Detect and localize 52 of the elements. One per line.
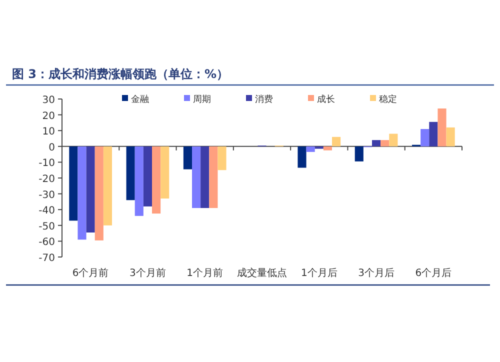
- bar: [332, 136, 341, 146]
- y-tick-label: 20: [42, 110, 55, 122]
- x-tick-label: 成交量低点: [237, 267, 287, 279]
- bar: [380, 140, 390, 146]
- x-tick-label: 3个月前: [130, 267, 166, 279]
- bar: [103, 146, 112, 226]
- bar: [354, 146, 364, 162]
- y-tick-label: -70: [38, 253, 55, 264]
- y-tick-label: -60: [38, 237, 55, 248]
- x-tick-label: 1个月后: [300, 267, 338, 279]
- bar: [438, 108, 446, 146]
- y-tick-label: -30: [38, 190, 55, 201]
- y-tick-label: -10: [38, 158, 55, 170]
- bar: [183, 146, 192, 170]
- y-tick-label: 30: [42, 95, 55, 106]
- y-tick-label: -20: [38, 174, 55, 185]
- bar: [323, 146, 332, 150]
- bar: [372, 140, 381, 146]
- bar: [298, 146, 306, 168]
- bar: [94, 146, 104, 240]
- bar: [134, 146, 144, 216]
- x-tick-label: 3个月后: [358, 267, 394, 279]
- x-tick-label: 6个月后: [415, 267, 452, 279]
- legend-label: 成长: [317, 94, 335, 105]
- bar: [69, 146, 78, 221]
- bar: [420, 129, 430, 146]
- legend-label: 稳定: [379, 94, 397, 105]
- bar: [209, 146, 218, 208]
- legend-label: 周期: [193, 94, 211, 105]
- bar: [192, 146, 201, 208]
- y-tick-label: 0: [48, 142, 55, 154]
- bar: [429, 122, 438, 146]
- bar: [152, 146, 161, 214]
- y-tick-label: -50: [38, 221, 55, 232]
- bar: [78, 146, 86, 240]
- bar: [126, 146, 135, 200]
- bar: [389, 134, 398, 146]
- bar: [314, 146, 324, 149]
- bar: [200, 146, 210, 208]
- bar: [86, 146, 95, 233]
- x-tick-label: 1个月前: [186, 267, 224, 279]
- y-tick-label: -40: [38, 206, 55, 217]
- y-tick-label: 10: [42, 126, 55, 138]
- legend-label: 消费: [255, 94, 273, 105]
- chart-title: 图 3：成长和消费涨幅领跑（单位：%）: [12, 67, 229, 81]
- bar: [160, 146, 170, 199]
- x-tick-label: 6个月前: [72, 267, 109, 279]
- bar: [306, 146, 315, 152]
- bar: [218, 146, 226, 170]
- bar: [446, 127, 455, 146]
- bar: [143, 146, 152, 206]
- legend-label: 金融: [131, 94, 149, 105]
